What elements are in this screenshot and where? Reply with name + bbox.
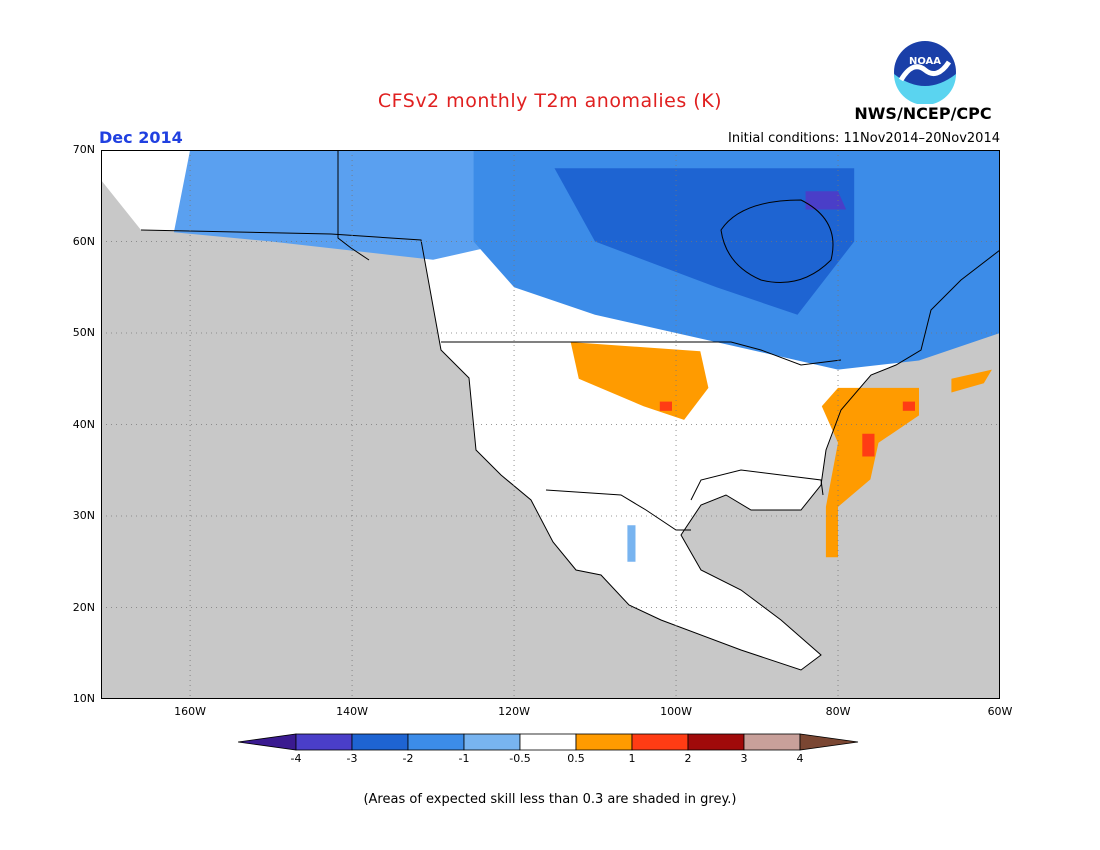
lat-label-50N: 50N (72, 326, 95, 339)
lat-label-10N: 10N (72, 692, 95, 705)
colorbar-label-2: -2 (402, 752, 414, 765)
anomaly-map (101, 150, 1000, 699)
colorbar-segment-0 (295, 733, 353, 751)
lat-label-70N: 70N (72, 143, 95, 156)
colorbar (238, 733, 859, 751)
colorbar-segment-4 (519, 733, 577, 751)
colorbar-segment-7 (687, 733, 745, 751)
anomaly-region-hudson-strong-cold (554, 168, 855, 315)
colorbar-min-arrow (238, 733, 297, 751)
anomaly-region-arctic-coldest (805, 191, 847, 210)
organization-label: NWS/NCEP/CPC (854, 104, 992, 123)
lat-label-60N: 60N (72, 234, 95, 248)
forecast-month-label: Dec 2014 (99, 128, 183, 147)
lon-label-140W: 140W (336, 705, 368, 718)
colorbar-segment-6 (631, 733, 689, 751)
anomaly-region-northern-plains-warm (570, 342, 709, 420)
noaa-logo: NOAA (894, 41, 956, 104)
colorbar-label-3: -1 (458, 752, 470, 765)
colorbar-segment-1 (351, 733, 409, 751)
lon-label-80W: 80W (825, 705, 851, 718)
lon-label-100W: 100W (660, 705, 692, 718)
colorbar-label-6: 1 (628, 752, 636, 765)
lon-label-160W: 160W (174, 705, 207, 718)
colorbar-segment-2 (407, 733, 465, 751)
lat-label-30N: 30N (72, 509, 95, 522)
anomaly-region-nova-scotia-warm (951, 369, 992, 393)
colorbar-label-1: -3 (346, 752, 358, 765)
lon-label-60W: 60W (987, 705, 1013, 718)
skill-footnote: (Areas of expected skill less than 0.3 a… (363, 792, 737, 807)
anomaly-region-mid-atlantic-warm1 (862, 433, 875, 457)
hudson-bay-coast (720, 199, 834, 283)
us-mexico-border (545, 489, 691, 531)
us-canada-border (441, 341, 842, 366)
initial-conditions-label: Initial conditions: 11Nov2014–20Nov2014 (728, 131, 1000, 146)
colorbar-label-5: 0.5 (567, 752, 585, 765)
colorbar-label-4: -0.5 (509, 752, 531, 765)
colorbar-segment-8 (743, 733, 801, 751)
lat-label-40N: 40N (72, 417, 95, 431)
alaska-canada-border (337, 150, 370, 261)
lon-label-120W: 120W (498, 705, 530, 718)
logo-text: NOAA (909, 56, 941, 67)
gulf-of-mexico-coast (690, 469, 824, 501)
colorbar-label-9: 4 (796, 752, 804, 765)
colorbar-label-0: -4 (290, 752, 302, 765)
coastline-outline (140, 229, 1000, 671)
anomaly-region-new-england-warm1 (902, 401, 915, 411)
colorbar-max-arrow (799, 733, 859, 751)
anomaly-region-east-coast-warm (821, 387, 919, 558)
colorbar-label-7: 2 (684, 752, 692, 765)
lat-label-20N: 20N (72, 600, 95, 614)
map-frame (101, 150, 1000, 699)
colorbar-segment-3 (463, 733, 521, 751)
anomaly-regions (173, 150, 1000, 562)
anomaly-region-plains-warm1 (659, 401, 672, 411)
colorbar-segment-5 (575, 733, 633, 751)
anomaly-region-mexico-cool (627, 525, 636, 562)
colorbar-label-8: 3 (740, 752, 748, 765)
chart-title: CFSv2 monthly T2m anomalies (K) (377, 90, 723, 112)
